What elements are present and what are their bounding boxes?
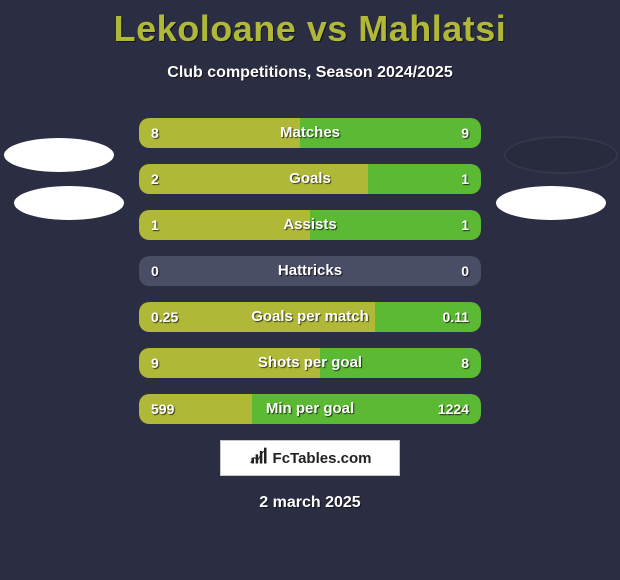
branding-badge: FcTables.com bbox=[220, 440, 400, 476]
comparison-chart: 89Matches 21Goals 11Assists 00Hattricks 0.25… bbox=[0, 118, 620, 424]
stat-row: 11Assists bbox=[139, 210, 481, 240]
stat-row: 5991224Min per goal bbox=[139, 394, 481, 424]
metric-label: Hattricks bbox=[139, 256, 481, 286]
page-title: Lekoloane vs Mahlatsi bbox=[0, 0, 620, 50]
metric-label: Goals bbox=[139, 164, 481, 194]
metric-label: Matches bbox=[139, 118, 481, 148]
stat-row: 98Shots per goal bbox=[139, 348, 481, 378]
stat-row: 89Matches bbox=[139, 118, 481, 148]
decor-oval-left-1 bbox=[4, 138, 114, 172]
stat-row: 0.250.11Goals per match bbox=[139, 302, 481, 332]
page-subtitle: Club competitions, Season 2024/2025 bbox=[0, 64, 620, 82]
branding-text: FcTables.com bbox=[273, 450, 372, 467]
decor-oval-right-1 bbox=[506, 138, 616, 172]
metric-label: Min per goal bbox=[139, 394, 481, 424]
metric-label: Goals per match bbox=[139, 302, 481, 332]
stat-row: 00Hattricks bbox=[139, 256, 481, 286]
metric-label: Shots per goal bbox=[139, 348, 481, 378]
metric-label: Assists bbox=[139, 210, 481, 240]
chart-bars-icon bbox=[249, 446, 269, 471]
decor-oval-right-2 bbox=[496, 186, 606, 220]
footer-date: 2 march 2025 bbox=[0, 494, 620, 512]
stat-row: 21Goals bbox=[139, 164, 481, 194]
decor-oval-left-2 bbox=[14, 186, 124, 220]
